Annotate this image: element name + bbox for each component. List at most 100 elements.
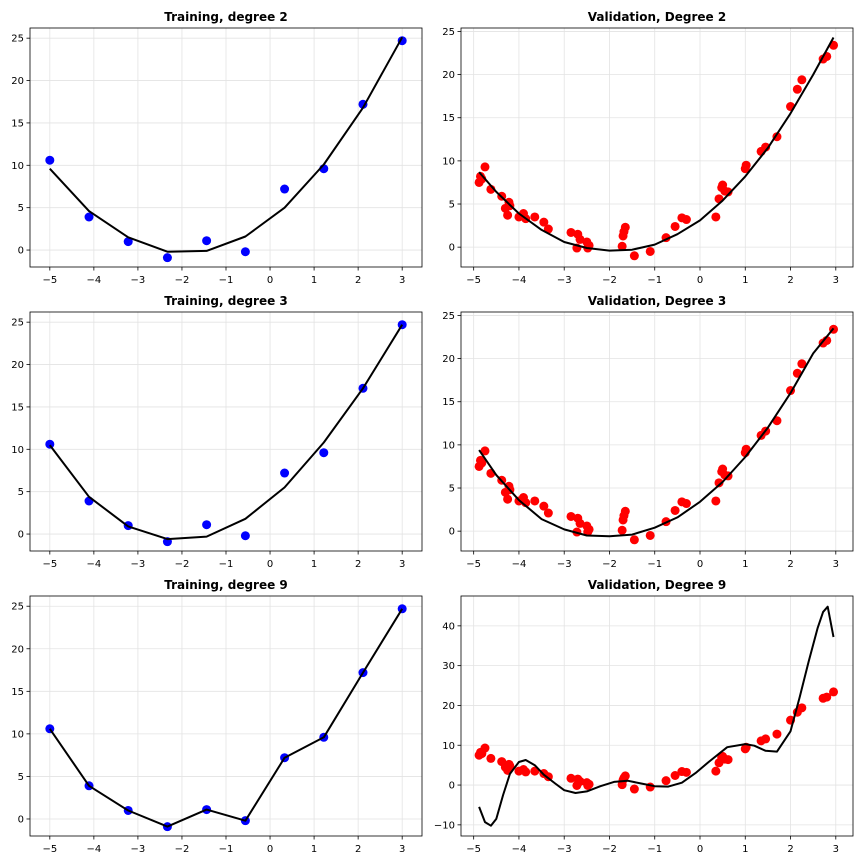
data-point	[162, 253, 172, 263]
data-point	[670, 505, 680, 515]
x-tick-label: −2	[175, 844, 190, 855]
data-point	[575, 776, 585, 786]
data-point	[681, 499, 691, 509]
data-point	[543, 508, 553, 518]
x-tick-label: −5	[466, 559, 481, 570]
data-point	[539, 217, 549, 227]
x-tick-label: −1	[647, 275, 662, 286]
x-tick-label: 1	[742, 559, 748, 570]
data-point	[761, 734, 771, 744]
y-tick-label: 0	[449, 781, 455, 792]
x-tick-label: −1	[219, 275, 234, 286]
x-tick-label: 2	[787, 559, 793, 570]
fit-line	[49, 324, 404, 541]
y-tick-label: 10	[11, 729, 24, 740]
x-tick-label: −3	[557, 559, 572, 570]
data-point	[539, 501, 549, 511]
data-point	[503, 210, 513, 220]
y-tick-label: 25	[11, 318, 24, 329]
axes-frame	[460, 311, 854, 552]
x-tick-label: −3	[131, 559, 146, 570]
x-tick-label: 1	[311, 275, 317, 286]
y-tick-label: 20	[442, 701, 455, 712]
data-point	[584, 779, 594, 789]
data-point	[792, 84, 802, 94]
x-tick-label: 0	[267, 275, 273, 286]
x-tick-label: −4	[512, 844, 527, 855]
data-point	[566, 227, 576, 237]
subplot-title: Training, degree 9	[164, 578, 288, 592]
x-tick-label: −2	[602, 559, 617, 570]
data-point	[723, 187, 733, 197]
data-point	[477, 458, 487, 468]
y-tick-label: 5	[18, 487, 24, 498]
x-tick-label: 3	[833, 275, 839, 286]
data-point	[84, 212, 94, 222]
y-tick-label: 20	[442, 354, 455, 365]
x-tick-label: 3	[833, 844, 839, 855]
axes-frame	[460, 595, 854, 837]
x-tick-label: 0	[697, 559, 703, 570]
data-point	[505, 761, 515, 771]
x-tick-label: −4	[86, 844, 101, 855]
data-point	[723, 755, 733, 765]
x-tick-label: 1	[311, 844, 317, 855]
subplot-title: Validation, Degree 2	[588, 10, 726, 24]
data-point	[714, 478, 724, 488]
y-tick-label: 20	[442, 70, 455, 81]
x-tick-label: −2	[602, 844, 617, 855]
data-point	[617, 525, 627, 535]
subplot-title: Training, degree 3	[164, 294, 288, 308]
y-tick-label: 0	[18, 530, 24, 541]
data-point	[711, 766, 721, 776]
x-tick-label: −2	[175, 275, 190, 286]
data-point	[661, 776, 671, 786]
y-tick-label: 10	[11, 445, 24, 456]
data-point	[629, 535, 639, 545]
y-tick-label: 0	[18, 246, 24, 257]
subplot-5: −5 −4 −3 −2 −1 0 1 2 3 0 5 10 15 20 25 Training, degree…	[11, 578, 423, 855]
x-tick-label: 1	[742, 275, 748, 286]
y-tick-label: 15	[11, 402, 24, 413]
data-point	[645, 246, 655, 256]
subplot-title: Training, degree 2	[164, 10, 288, 24]
data-point	[681, 767, 691, 777]
data-point	[629, 251, 639, 261]
y-tick-label: 0	[18, 814, 24, 825]
fit-line	[478, 605, 835, 827]
y-tick-label: 10	[442, 156, 455, 167]
x-tick-label: −3	[131, 275, 146, 286]
data-point	[240, 247, 250, 257]
data-point	[503, 494, 513, 504]
data-point	[620, 222, 630, 232]
x-tick-label: 2	[355, 844, 361, 855]
data-point	[670, 221, 680, 231]
data-point	[530, 212, 540, 222]
data-point	[280, 184, 290, 194]
fit-line	[49, 36, 404, 253]
x-tick-label: −1	[219, 559, 234, 570]
y-tick-label: 20	[11, 76, 24, 87]
data-point	[530, 496, 540, 506]
x-tick-label: −1	[647, 559, 662, 570]
data-point	[319, 448, 329, 458]
x-tick-label: 2	[787, 275, 793, 286]
x-tick-label: 0	[267, 559, 273, 570]
data-point	[645, 530, 655, 540]
y-tick-label: 25	[442, 27, 455, 38]
data-point	[629, 784, 639, 794]
data-point	[486, 753, 496, 763]
data-point	[397, 604, 407, 614]
data-point	[670, 771, 680, 781]
y-tick-label: 25	[11, 602, 24, 613]
data-point	[566, 511, 576, 521]
fit-line	[478, 37, 835, 252]
x-tick-label: −1	[647, 844, 662, 855]
x-tick-label: −3	[131, 844, 146, 855]
x-tick-label: −5	[42, 559, 57, 570]
data-point	[521, 767, 531, 777]
y-tick-label: 25	[442, 311, 455, 322]
y-tick-label: 0	[449, 527, 455, 538]
